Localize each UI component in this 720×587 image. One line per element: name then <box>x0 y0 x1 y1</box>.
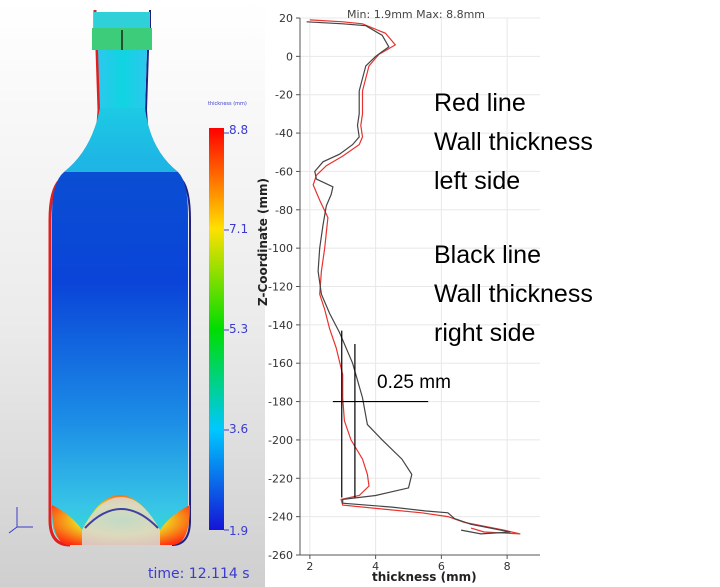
x-tick-label: 2 <box>306 560 313 573</box>
bottle-body <box>52 108 188 544</box>
y-tick-label: -140 <box>268 319 293 332</box>
annotation-black-line-3: right side <box>434 319 536 347</box>
y-tick-label: -260 <box>268 549 293 562</box>
simulation-panel: thickness (mm) 8.8 7.1 5.3 3.6 1.9 time:… <box>0 0 265 587</box>
annotation-red-line-1: Red line <box>434 89 526 117</box>
y-tick-label: 0 <box>286 50 293 63</box>
bottle-render <box>8 10 229 547</box>
y-tick-label: -120 <box>268 281 293 294</box>
colorbar <box>209 128 224 530</box>
punt-edge <box>84 508 159 529</box>
annotation-red-line-3: left side <box>434 167 521 195</box>
bottle-finish <box>94 12 150 28</box>
colorbar-title: thickness (mm) <box>208 101 247 107</box>
colorbar-tick: 7.1 <box>229 222 249 236</box>
y-tick-label: -60 <box>275 165 293 178</box>
x-axis-label: thickness (mm) <box>372 570 477 584</box>
y-tick-label: -200 <box>268 434 293 447</box>
y-tick-label: -20 <box>275 89 293 102</box>
colorbar-tick: 3.6 <box>229 422 249 436</box>
x-tick-label: 6 <box>438 560 445 573</box>
y-tick-label: -100 <box>268 242 293 255</box>
series-line-black <box>306 21 511 535</box>
bottle-shoulder <box>64 108 178 172</box>
colorbar-tick: 5.3 <box>229 322 249 336</box>
scale-marker-label: 0.25 mm <box>377 372 451 393</box>
series-line-red <box>309 19 521 535</box>
colorbar-tick: 1.9 <box>229 524 249 538</box>
y-tick-label: -180 <box>268 396 293 409</box>
annotation-black-line-1: Black line <box>434 241 541 269</box>
y-tick-label: -160 <box>268 357 293 370</box>
colorbar-tick: 8.8 <box>229 123 249 137</box>
x-tick-label: 8 <box>504 560 511 573</box>
y-tick-label: -220 <box>268 472 293 485</box>
time-label: time: 12.114 s <box>148 566 250 582</box>
y-tick-label: -40 <box>275 127 293 140</box>
y-axis-label: Z-Coordinate (mm) <box>256 177 270 307</box>
y-tick-label: -80 <box>275 204 293 217</box>
min-max-label: Min: 1.9mm Max: 8.8mm <box>347 8 486 21</box>
axes-triad-icon <box>8 507 33 534</box>
y-tick-label: 20 <box>279 12 293 25</box>
bottle-punt-inner <box>82 497 160 545</box>
x-tick-label: 4 <box>372 560 379 573</box>
annotation-black-line-2: Wall thickness <box>434 280 593 308</box>
annotation-red-line-2: Wall thickness <box>434 128 593 156</box>
y-tick-label: -240 <box>268 511 293 524</box>
